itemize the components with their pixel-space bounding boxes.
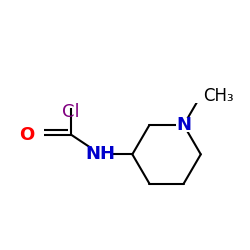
Text: NH: NH bbox=[86, 145, 116, 163]
FancyBboxPatch shape bbox=[64, 93, 78, 108]
Text: CH₃: CH₃ bbox=[203, 87, 234, 105]
FancyBboxPatch shape bbox=[88, 147, 113, 162]
Text: O: O bbox=[19, 126, 34, 144]
FancyBboxPatch shape bbox=[188, 88, 213, 103]
FancyBboxPatch shape bbox=[30, 128, 44, 142]
FancyBboxPatch shape bbox=[176, 118, 191, 132]
Text: N: N bbox=[176, 116, 191, 134]
Text: Cl: Cl bbox=[62, 103, 80, 121]
